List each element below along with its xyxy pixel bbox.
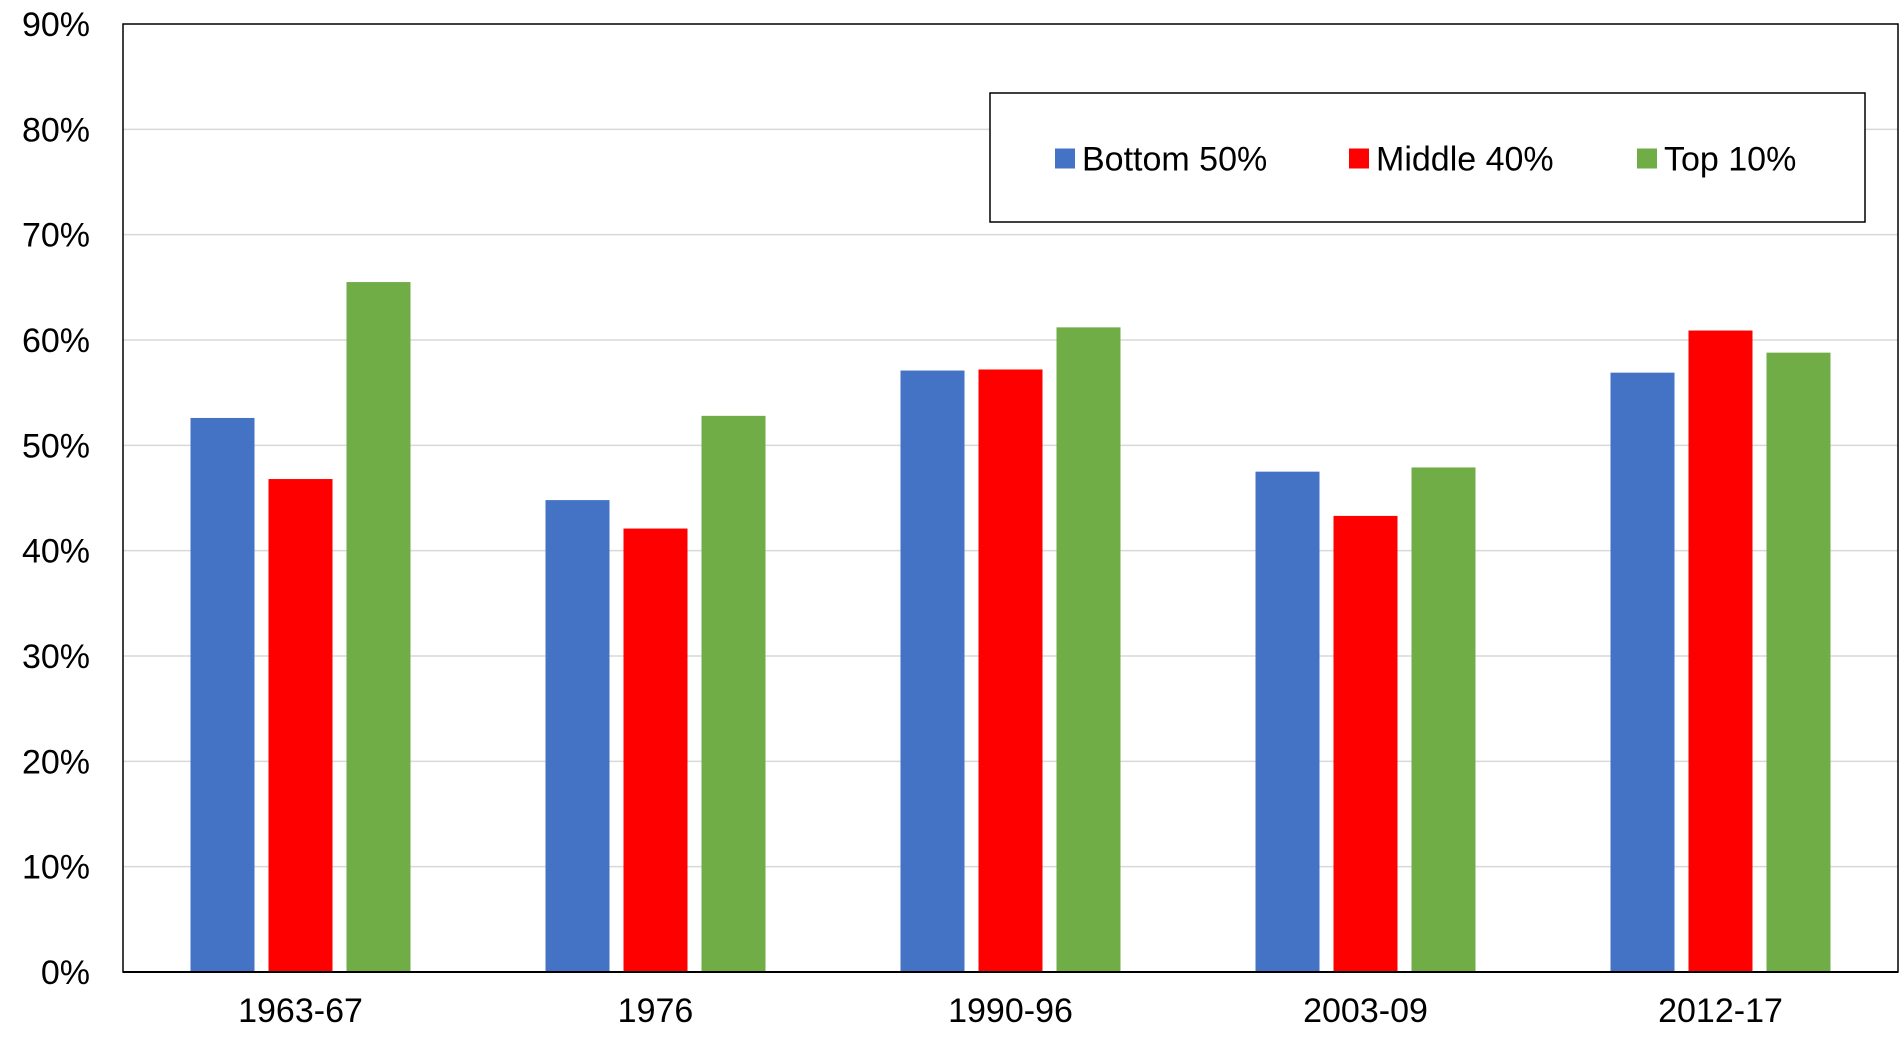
y-tick-label: 10%: [22, 849, 90, 887]
bar-middle-40-2003-09: [1333, 515, 1398, 972]
legend: Bottom 50% Middle 40% Top 10%: [989, 92, 1866, 223]
x-tick-label: 2003-09: [1303, 992, 1428, 1030]
y-tick-label: 70%: [22, 217, 90, 255]
axes: [122, 23, 1899, 973]
legend-swatch-bottom-50: [1055, 148, 1075, 169]
y-tick-label: 50%: [22, 427, 90, 465]
bar-middle-40-1963-67: [268, 479, 333, 972]
y-tick-label: 80%: [22, 111, 90, 149]
bar-top-10-2012-17: [1766, 352, 1831, 972]
y-tick-label: 90%: [22, 6, 90, 44]
x-tick-label: 1976: [618, 992, 694, 1030]
x-axis-tick-labels: 1963-67 1976 1990-96 2003-09 2012-17: [238, 992, 1783, 1030]
legend-label-top-10: Top 10%: [1664, 141, 1796, 179]
bar-bottom-50-1963-67: [190, 417, 255, 972]
bar-top-10-2003-09: [1411, 467, 1476, 972]
bar-middle-40-1990-96: [978, 369, 1043, 972]
legend-label-bottom-50: Bottom 50%: [1082, 141, 1267, 179]
legend-label-middle-40: Middle 40%: [1376, 141, 1554, 179]
bar-bottom-50-2012-17: [1610, 372, 1675, 972]
y-axis-tick-labels: 0% 10% 20% 30% 40% 50% 60% 70% 80% 90%: [22, 6, 90, 992]
bar-middle-40-1976: [623, 528, 688, 972]
x-tick-label: 2012-17: [1658, 992, 1783, 1030]
bar-top-10-1963-67: [346, 282, 411, 973]
bar-bottom-50-2003-09: [1255, 471, 1320, 972]
bar-middle-40-2012-17: [1688, 330, 1753, 972]
bar-bottom-50-1976: [545, 500, 610, 972]
bar-top-10-1976: [701, 415, 766, 973]
legend-swatch-middle-40: [1349, 148, 1369, 169]
y-tick-label: 30%: [22, 638, 90, 676]
y-tick-label: 60%: [22, 322, 90, 360]
bars: [190, 282, 1831, 973]
legend-box: [989, 92, 1866, 223]
y-tick-label: 0%: [41, 954, 90, 992]
x-tick-label: 1963-67: [238, 992, 363, 1030]
y-tick-label: 40%: [22, 533, 90, 571]
y-tick-label: 20%: [22, 743, 90, 781]
legend-swatch-top-10: [1637, 148, 1657, 169]
x-tick-label: 1990-96: [948, 992, 1073, 1030]
bar-bottom-50-1990-96: [900, 370, 965, 973]
bar-top-10-1990-96: [1056, 327, 1121, 972]
